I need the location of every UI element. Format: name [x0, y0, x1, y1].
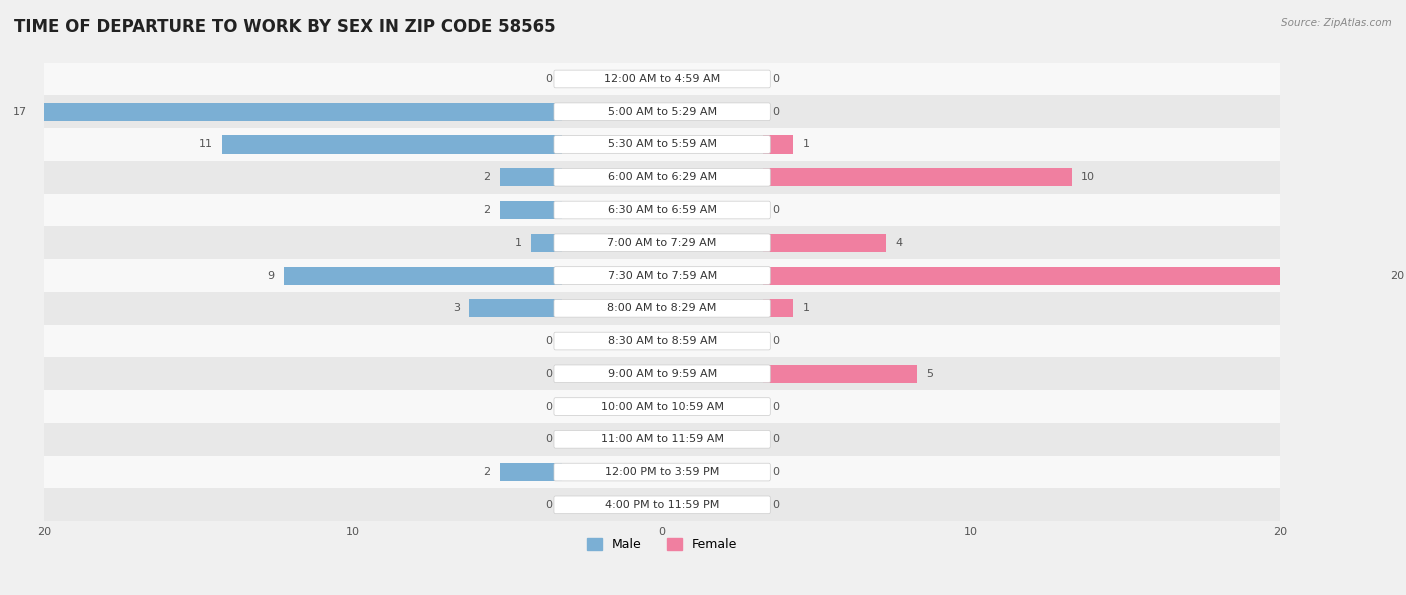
Bar [44, 193, 1281, 226]
Text: 0: 0 [546, 434, 553, 444]
Bar [762, 168, 1071, 186]
Text: 4:00 PM to 11:59 PM: 4:00 PM to 11:59 PM [605, 500, 720, 510]
Bar [762, 267, 1381, 284]
Text: TIME OF DEPARTURE TO WORK BY SEX IN ZIP CODE 58565: TIME OF DEPARTURE TO WORK BY SEX IN ZIP … [14, 18, 555, 36]
FancyBboxPatch shape [554, 430, 770, 448]
FancyBboxPatch shape [554, 464, 770, 481]
Text: 12:00 AM to 4:59 AM: 12:00 AM to 4:59 AM [605, 74, 720, 84]
Text: 8:00 AM to 8:29 AM: 8:00 AM to 8:29 AM [607, 303, 717, 314]
Text: 6:30 AM to 6:59 AM: 6:30 AM to 6:59 AM [607, 205, 717, 215]
Bar [44, 226, 1281, 259]
Text: 0: 0 [546, 402, 553, 412]
Text: 2: 2 [484, 205, 491, 215]
Text: 7:30 AM to 7:59 AM: 7:30 AM to 7:59 AM [607, 271, 717, 280]
Bar [44, 488, 1281, 521]
Text: 1: 1 [515, 238, 522, 248]
Bar [762, 136, 793, 154]
Bar [44, 292, 1281, 325]
Text: 11:00 AM to 11:59 AM: 11:00 AM to 11:59 AM [600, 434, 724, 444]
Text: 3: 3 [453, 303, 460, 314]
FancyBboxPatch shape [554, 168, 770, 186]
Text: 9:00 AM to 9:59 AM: 9:00 AM to 9:59 AM [607, 369, 717, 379]
FancyBboxPatch shape [554, 365, 770, 383]
Bar [762, 234, 886, 252]
Legend: Male, Female: Male, Female [582, 533, 742, 556]
Text: 4: 4 [896, 238, 903, 248]
Bar [44, 358, 1281, 390]
Bar [531, 234, 562, 252]
FancyBboxPatch shape [554, 299, 770, 317]
Text: 8:30 AM to 8:59 AM: 8:30 AM to 8:59 AM [607, 336, 717, 346]
Text: 7:00 AM to 7:29 AM: 7:00 AM to 7:29 AM [607, 238, 717, 248]
Text: 0: 0 [546, 369, 553, 379]
Text: 10: 10 [1081, 173, 1095, 182]
Text: 5:00 AM to 5:29 AM: 5:00 AM to 5:29 AM [607, 107, 717, 117]
FancyBboxPatch shape [554, 70, 770, 88]
FancyBboxPatch shape [554, 234, 770, 252]
Bar [37, 103, 562, 121]
Bar [44, 62, 1281, 95]
Text: 17: 17 [13, 107, 27, 117]
Text: 1: 1 [803, 303, 810, 314]
FancyBboxPatch shape [554, 496, 770, 513]
Bar [44, 325, 1281, 358]
Bar [44, 161, 1281, 193]
Bar [470, 299, 562, 317]
Bar [44, 390, 1281, 423]
Text: 0: 0 [772, 500, 779, 510]
Bar [44, 95, 1281, 128]
Bar [44, 259, 1281, 292]
Text: 9: 9 [267, 271, 274, 280]
FancyBboxPatch shape [554, 136, 770, 154]
Text: 12:00 PM to 3:59 PM: 12:00 PM to 3:59 PM [605, 467, 720, 477]
Text: 0: 0 [772, 205, 779, 215]
Bar [44, 128, 1281, 161]
Text: 2: 2 [484, 173, 491, 182]
Text: 5:30 AM to 5:59 AM: 5:30 AM to 5:59 AM [607, 139, 717, 149]
Text: 0: 0 [772, 107, 779, 117]
FancyBboxPatch shape [554, 332, 770, 350]
Text: 1: 1 [803, 139, 810, 149]
Bar [762, 299, 793, 317]
Bar [284, 267, 562, 284]
FancyBboxPatch shape [554, 397, 770, 415]
Text: 2: 2 [484, 467, 491, 477]
Bar [762, 365, 917, 383]
Text: 0: 0 [546, 336, 553, 346]
Text: 0: 0 [772, 74, 779, 84]
FancyBboxPatch shape [554, 201, 770, 219]
Text: Source: ZipAtlas.com: Source: ZipAtlas.com [1281, 18, 1392, 28]
Bar [222, 136, 562, 154]
Bar [44, 423, 1281, 456]
Bar [44, 456, 1281, 488]
Text: 0: 0 [772, 467, 779, 477]
Bar [501, 201, 562, 219]
Text: 11: 11 [198, 139, 212, 149]
Text: 6:00 AM to 6:29 AM: 6:00 AM to 6:29 AM [607, 173, 717, 182]
Text: 0: 0 [546, 74, 553, 84]
FancyBboxPatch shape [554, 103, 770, 121]
Text: 0: 0 [772, 336, 779, 346]
FancyBboxPatch shape [554, 267, 770, 284]
Text: 20: 20 [1391, 271, 1405, 280]
Text: 0: 0 [546, 500, 553, 510]
Text: 0: 0 [772, 402, 779, 412]
Text: 10:00 AM to 10:59 AM: 10:00 AM to 10:59 AM [600, 402, 724, 412]
Bar [501, 168, 562, 186]
Bar [501, 463, 562, 481]
Text: 0: 0 [772, 434, 779, 444]
Text: 5: 5 [927, 369, 934, 379]
